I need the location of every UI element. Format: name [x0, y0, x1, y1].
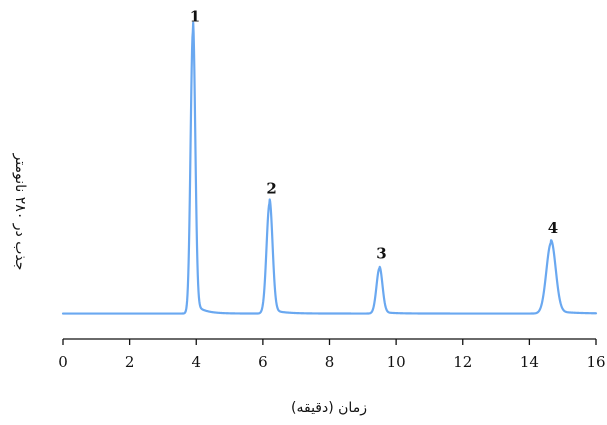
peak-label-2: 2: [266, 180, 276, 198]
x-tick-label: 14: [520, 353, 539, 371]
x-tick-label: 12: [453, 353, 472, 371]
x-tick-label: 16: [586, 353, 605, 371]
peak-label-4: 4: [548, 219, 558, 237]
x-tick-label: 8: [325, 353, 335, 371]
peak-label-1: 1: [190, 8, 200, 26]
x-tick-label: 6: [258, 353, 268, 371]
peak-label-3: 3: [376, 244, 386, 262]
x-tick-label: 10: [387, 353, 406, 371]
x-tick-label: 4: [191, 353, 201, 371]
x-axis-title: زمان (دقیقه): [291, 400, 367, 416]
peak-labels: 1 2 3 4: [190, 8, 559, 263]
x-axis: 0 2 4 6 8 10 12 14 16: [58, 339, 606, 371]
chromatogram-trace: [61, 21, 598, 315]
x-tick-label: 2: [125, 353, 135, 371]
x-tick-label: 0: [58, 353, 68, 371]
y-axis-title: جذب در ۲۸۰ نانومتر: [12, 153, 28, 271]
plot-area: [61, 21, 598, 340]
